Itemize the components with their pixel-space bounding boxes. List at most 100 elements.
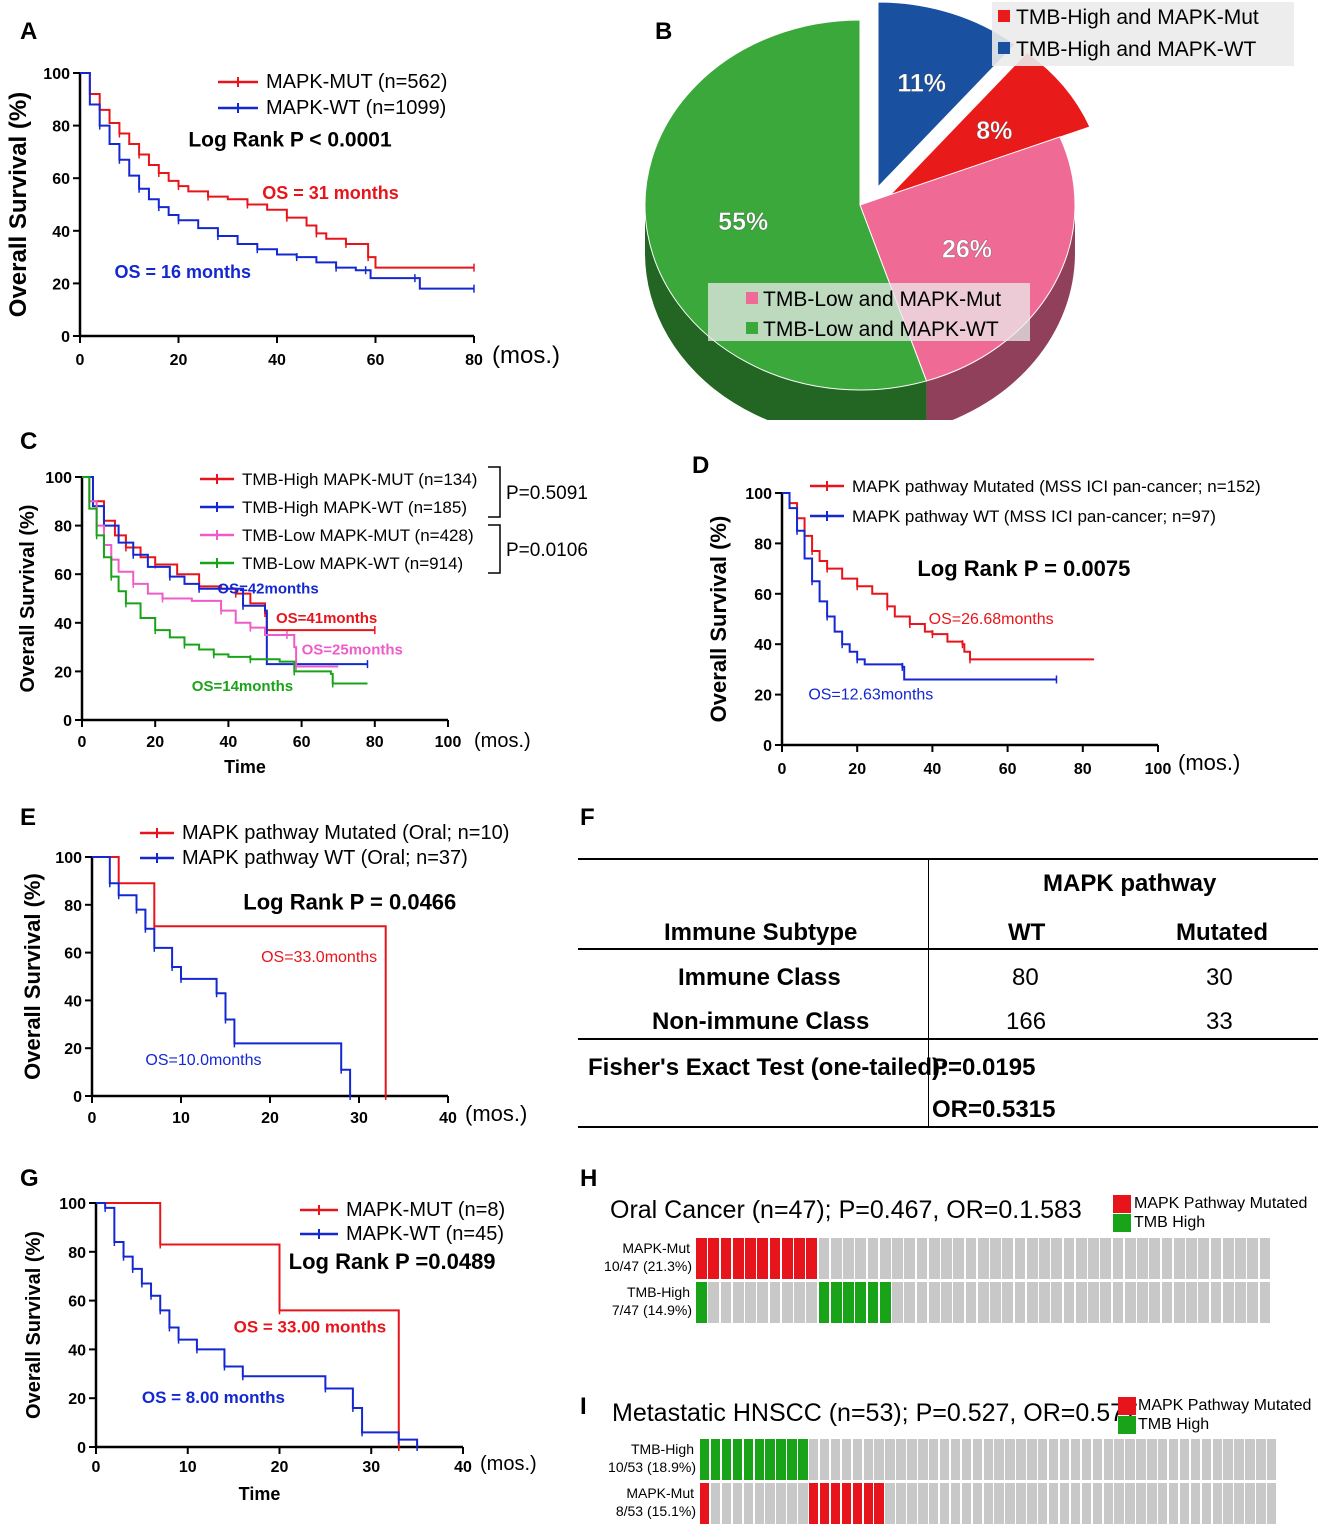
legend-entry: TMB-Low and MAPK-WT (763, 318, 999, 341)
oncoprint-cell (745, 1238, 756, 1279)
panel-letter-g: G (20, 1165, 39, 1192)
oncoprint-cell (1190, 1483, 1201, 1524)
oncoprint-cell (1201, 1439, 1212, 1480)
x-axis-label: Time (239, 1484, 281, 1504)
oncoprint-cell (867, 1282, 879, 1323)
oncoprint-cell (710, 1483, 721, 1524)
oncoprint-cell (710, 1439, 721, 1480)
oncoprint-cell (1247, 1238, 1259, 1279)
oncoprint-cell (720, 1282, 732, 1323)
oncoprint-cell (874, 1483, 884, 1524)
y-tick-label: 40 (754, 637, 772, 654)
y-tick-label: 60 (68, 1294, 86, 1311)
oncoprint-cell (1161, 1282, 1173, 1323)
oncoprint-cell (990, 1238, 1001, 1279)
oncoprint-cell (1190, 1439, 1201, 1480)
fisher-test-label: Fisher's Exact Test (one-tailed): (588, 1054, 949, 1081)
oncoprint-cell (1048, 1483, 1059, 1524)
oncoprint-cell (994, 1439, 1004, 1480)
oncoprint-cell (781, 1238, 793, 1279)
y-tick-label: 40 (64, 993, 82, 1010)
chart-annotation: OS=33.0months (261, 949, 377, 966)
oncoprint-cell (794, 1238, 805, 1279)
panel-letter-e: E (20, 804, 37, 831)
y-tick-label: 100 (45, 470, 72, 487)
row-label: TMB-High (626, 1284, 690, 1300)
oncoprint-cell (1059, 1483, 1070, 1524)
oncoprint-cell (1002, 1238, 1014, 1279)
oncoprint-cell (1222, 1238, 1234, 1279)
oncoprint-cell (892, 1282, 903, 1323)
oncoprint-cell (953, 1238, 965, 1279)
oncoprint-cell (939, 1439, 950, 1480)
y-axis-label: Overall Survival (%) (23, 1231, 45, 1419)
oncoprint-cell (830, 1238, 842, 1279)
survival-curve (82, 476, 375, 632)
km-chart-g: 0 10 20 30 40 0 20 40 60 80 100 Overall Survival (%… (23, 1196, 537, 1504)
x-tick-label: 100 (1145, 761, 1172, 778)
oncoprint-cell (874, 1439, 884, 1480)
oncoprint-cell (916, 1282, 928, 1323)
oncoprint-cell (1016, 1439, 1026, 1480)
y-tick-label: 40 (54, 616, 72, 633)
oncoprint-cell (1112, 1282, 1124, 1323)
oncoprint-cell (806, 1282, 818, 1323)
oncoprint-cell (1005, 1439, 1015, 1480)
legend-entry: TMB High (1134, 1214, 1206, 1231)
legend-swatch (1118, 1397, 1136, 1415)
km-chart-e: 0 10 20 30 40 0 20 40 60 80 100 Overall Survival (%… (20, 822, 527, 1127)
oncoprint-cell (1161, 1238, 1173, 1279)
bracket-p-value: P=0.0106 (506, 540, 588, 561)
oncoprint-cell (818, 1238, 830, 1279)
oncoprint-cell (1075, 1282, 1087, 1323)
oncoprint-cell (776, 1483, 786, 1524)
oncoprint-cell (1212, 1439, 1222, 1480)
oncoprint-cell (1137, 1238, 1148, 1279)
survival-curve (782, 492, 1095, 661)
x-tick-label: 60 (293, 734, 311, 751)
oncoprint-cell (972, 1439, 983, 1480)
oncoprint-cell (918, 1483, 928, 1524)
table-row-label: Non-immune Class (652, 1008, 870, 1035)
oncoprint-cell (929, 1439, 939, 1480)
oncoprint-cell (1125, 1439, 1135, 1480)
oncoprint-cell (855, 1282, 867, 1323)
oncoprint-cell (1222, 1282, 1234, 1323)
oncoprint-cell (754, 1483, 764, 1524)
oncoprint-cell (806, 1238, 818, 1279)
table-cell: 33 (1206, 1008, 1233, 1035)
survival-curve (80, 72, 474, 290)
oncoprint-cell (1201, 1483, 1212, 1524)
chart-annotation: OS = 31 months (262, 183, 399, 203)
x-tick-label: 0 (92, 1459, 101, 1476)
survival-curve (782, 492, 1057, 681)
chart-annotation: OS=12.63months (808, 687, 933, 704)
oncoprint-cell (757, 1282, 769, 1323)
oncoprint-cell (819, 1483, 830, 1524)
oncoprint-cell (1210, 1238, 1222, 1279)
y-tick-label: 60 (52, 171, 70, 188)
oncoprint-h: Oral Cancer (n=47); P=0.467, OR=0.1.583 … (580, 1190, 1320, 1330)
oncoprint-cell (818, 1282, 830, 1323)
y-tick-label: 80 (64, 898, 82, 915)
oncoprint-cell (950, 1483, 961, 1524)
survival-curve (82, 476, 368, 685)
y-tick-label: 20 (64, 1041, 82, 1058)
chart-annotation: OS=26.68months (929, 611, 1054, 628)
oncoprint-cell (1100, 1282, 1112, 1323)
y-tick-label: 100 (59, 1196, 86, 1213)
x-tick-label: 30 (362, 1459, 380, 1476)
oncoprint-cell (1048, 1439, 1059, 1480)
legend-box (708, 283, 1030, 341)
legend-entry: MAPK pathway Mutated (Oral; n=10) (182, 822, 509, 844)
x-tick-label: 40 (924, 761, 942, 778)
legend-entry: TMB-Low and MAPK-Mut (763, 288, 1001, 311)
oncoprint-cell (863, 1483, 873, 1524)
oncoprint-cell (765, 1483, 775, 1524)
oncoprint-cell (855, 1238, 867, 1279)
oncoprint-cell (1198, 1238, 1210, 1279)
mapk-immune-table: MAPK pathway Immune Subtype WT Mutated I… (578, 858, 1318, 1128)
panel-letter-b: B (655, 18, 673, 45)
oncoprint-cell (1002, 1282, 1014, 1323)
oncoprint-cell (941, 1282, 952, 1323)
